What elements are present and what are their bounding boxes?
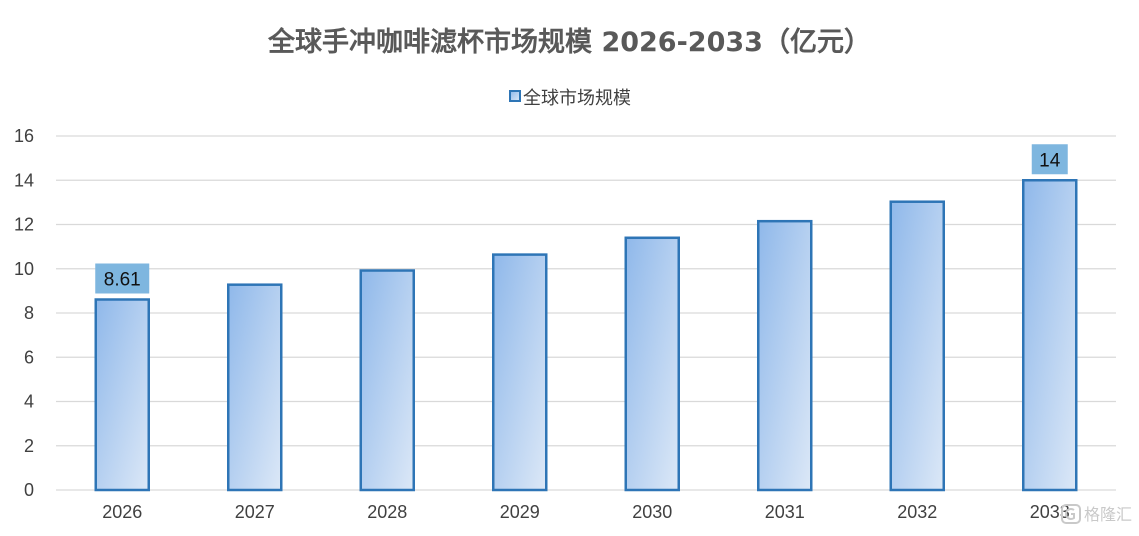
- y-tick-label: 10: [14, 259, 34, 279]
- data-label-box: [1031, 144, 1068, 175]
- x-tick-label: 2027: [235, 502, 275, 522]
- bar-2028: [359, 269, 415, 492]
- bar-2031: [757, 219, 813, 492]
- legend-label: 全球市场规模: [523, 88, 631, 109]
- watermark-logo-icon: [1061, 504, 1081, 524]
- bar-2026: [94, 298, 150, 492]
- bars: [94, 179, 1078, 492]
- x-tick-label: 2033: [1030, 502, 1070, 522]
- legend: 全球市场规模: [509, 88, 631, 109]
- watermark: 格隆汇: [1061, 504, 1132, 524]
- x-tick-label: 2029: [500, 502, 540, 522]
- data-label-2026: 8.61: [95, 263, 150, 294]
- y-tick-label: 16: [14, 126, 34, 146]
- y-tick-label: 4: [24, 392, 34, 412]
- bar-2029: [492, 253, 548, 492]
- legend-swatch: [509, 90, 521, 102]
- x-tick-label: 2032: [897, 502, 937, 522]
- data-label-2033: 14: [1031, 144, 1068, 175]
- watermark-text: 格隆汇: [1084, 505, 1132, 524]
- y-tick-label: 0: [24, 480, 34, 500]
- x-tick-label: 2028: [367, 502, 407, 522]
- chart-title: 全球手冲咖啡滤杯市场规模 2026-2033（亿元）: [267, 26, 871, 58]
- grid-lines: [56, 135, 1116, 491]
- bar-2032: [889, 200, 945, 492]
- bar-2027: [227, 283, 283, 492]
- y-tick-label: 6: [24, 347, 34, 367]
- y-tick-label: 8: [24, 303, 34, 323]
- x-axis-ticks: 2026 2027 2028 2029 2030 2031 2032 2033: [102, 502, 1070, 522]
- x-tick-label: 2030: [632, 502, 672, 522]
- x-tick-label: 2031: [765, 502, 805, 522]
- data-labels: 8.61 14: [95, 144, 1068, 294]
- bar-2030: [624, 236, 680, 492]
- data-label-value: 14: [1039, 150, 1061, 171]
- bar-2033: [1022, 179, 1078, 492]
- data-label-value: 8.61: [104, 270, 141, 291]
- y-tick-label: 12: [14, 215, 34, 235]
- y-tick-label: 14: [14, 170, 34, 190]
- y-tick-label: 2: [24, 436, 34, 456]
- x-tick-label: 2026: [102, 502, 142, 522]
- y-axis-ticks: 0 2 4 6 8 10 12 14 16: [14, 126, 34, 500]
- data-label-box: [95, 263, 150, 294]
